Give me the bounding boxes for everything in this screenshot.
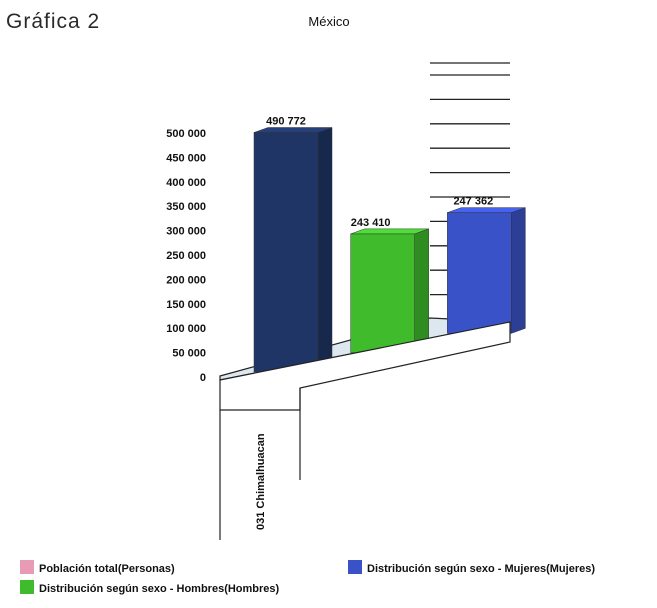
legend-swatch [348, 560, 362, 574]
y-tick-label: 0 [200, 372, 206, 384]
category-label: 031 Chimalhuacan [255, 433, 267, 530]
data-label: 490 772 [266, 116, 306, 128]
bar [253, 127, 333, 373]
legend: Población total(Personas) Distribución se… [20, 560, 595, 595]
legend-item: Población total(Personas) [20, 560, 175, 575]
bar-front [350, 233, 415, 353]
legend-label: Distribución según sexo - Mujeres(Mujere… [367, 563, 595, 575]
page-heading: Gráfica 2 [6, 10, 100, 33]
y-tick-label: 300 000 [166, 226, 206, 238]
y-tick-label: 450 000 [166, 152, 206, 164]
bar-top [447, 207, 526, 213]
chart-title: México [308, 14, 349, 29]
data-label: 247 362 [453, 196, 493, 208]
data-labels: 490 772 243 410 247 362 [266, 116, 493, 229]
bar-side [414, 228, 429, 354]
legend-label: Población total(Personas) [39, 563, 175, 575]
y-tick-label: 100 000 [166, 323, 206, 335]
legend-swatch [20, 580, 34, 594]
bar-front [253, 132, 319, 373]
y-tick-label: 250 000 [166, 250, 206, 262]
y-tick-label: 50 000 [172, 348, 206, 360]
bar [350, 228, 429, 354]
legend-item: Distribución según sexo - Hombres(Hombre… [20, 580, 280, 595]
bar-side [317, 127, 333, 373]
data-label: 243 410 [351, 217, 391, 229]
y-tick-label: 200 000 [166, 274, 206, 286]
category-axis-box: 031 Chimalhuacan [219, 321, 511, 540]
bar-front [447, 212, 512, 334]
y-tick-label: 350 000 [166, 201, 206, 213]
y-tick-label: 150 000 [166, 299, 206, 311]
y-tick-label: 500 000 [166, 128, 206, 140]
bar [447, 207, 526, 334]
legend-item: Distribución según sexo - Mujeres(Mujere… [348, 560, 595, 575]
bar-top [350, 228, 429, 235]
bar-top [253, 127, 333, 133]
legend-label: Distribución según sexo - Hombres(Hombre… [39, 583, 280, 595]
y-tick-label: 400 000 [166, 177, 206, 189]
y-axis-ticks: 500 000 450 000 400 000 350 000 300 000 250 0… [166, 128, 206, 384]
bar-side [511, 207, 526, 334]
legend-swatch [20, 560, 34, 574]
